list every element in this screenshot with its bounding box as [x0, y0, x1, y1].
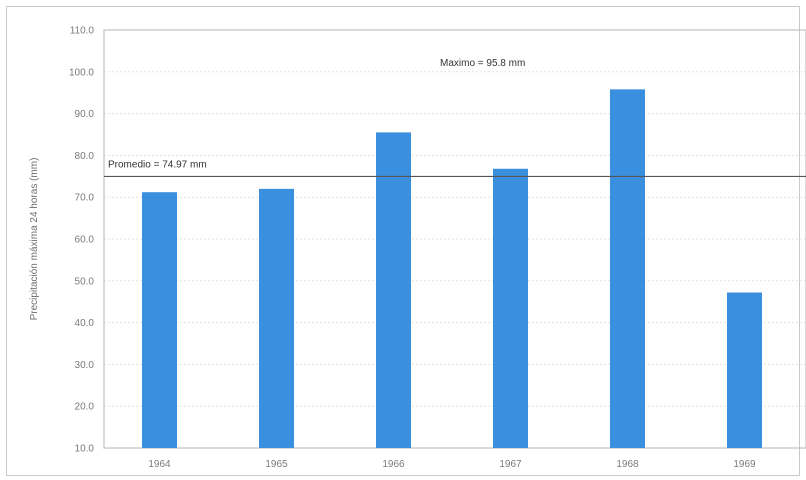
x-tick-label: 1966: [382, 459, 405, 470]
x-tick-label: 1965: [265, 459, 288, 470]
y-tick-label: 80.0: [75, 151, 95, 162]
bar-1964: [142, 192, 177, 448]
x-tick-label: 1968: [616, 459, 639, 470]
y-tick-label: 40.0: [75, 318, 95, 329]
bar-1968: [610, 89, 645, 448]
y-tick-label: 20.0: [75, 402, 95, 413]
y-axis-ticks: 10.0 20.0 30.0 40.0 50.0 60.0 70.0 80.0 90.0 100.…: [69, 26, 94, 455]
bars: [142, 89, 762, 448]
annotations: Maximo = 95.8 mm: [440, 58, 525, 69]
bar-1966: [376, 132, 411, 448]
x-tick-label: 1964: [148, 459, 171, 470]
y-tick-label: 60.0: [75, 235, 95, 246]
x-tick-label: 1969: [733, 459, 756, 470]
grid-lines: [104, 72, 806, 406]
y-tick-label: 10.0: [75, 444, 95, 455]
average-label: Promedio = 74.97 mm: [108, 159, 207, 170]
y-tick-label: 100.0: [69, 67, 94, 78]
y-tick-label: 70.0: [75, 193, 95, 204]
x-axis-ticks: 1964 1965 1966 1967 1968 1969: [148, 459, 756, 470]
bar-1967: [493, 169, 528, 448]
average-reference: Promedio = 74.97 mm: [104, 159, 806, 176]
maximum-label: Maximo = 95.8 mm: [440, 58, 525, 69]
y-tick-label: 30.0: [75, 360, 95, 371]
y-axis-title: Precipitación máxima 24 horas (mm): [29, 158, 40, 321]
y-tick-label: 90.0: [75, 109, 95, 120]
bar-1969: [727, 293, 762, 448]
y-tick-label: 50.0: [75, 276, 95, 287]
x-tick-label: 1967: [499, 459, 522, 470]
y-tick-label: 110.0: [70, 26, 95, 37]
bar-1965: [259, 189, 294, 448]
